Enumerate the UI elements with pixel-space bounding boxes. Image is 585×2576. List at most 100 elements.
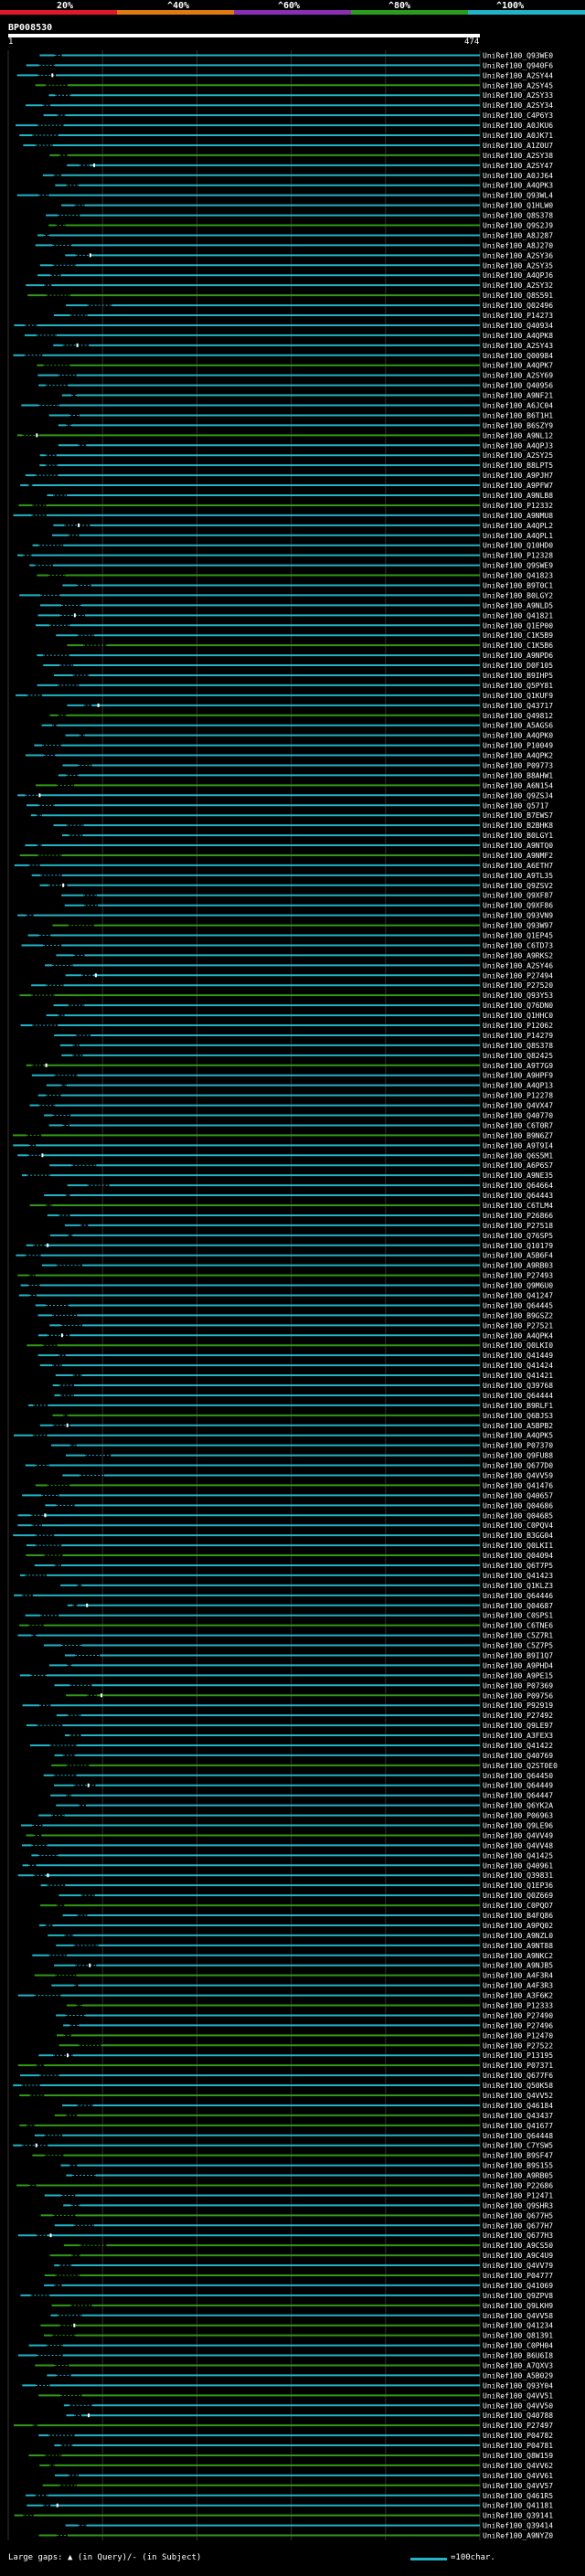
- hit-label: UniRef100_P27496: [483, 2021, 553, 2030]
- hit-label: UniRef100_A5BPB2: [483, 1422, 553, 1430]
- hit-label: UniRef100_Q677F6: [483, 2072, 553, 2080]
- hit-row: UniRef100_Q41425: [31, 1851, 553, 1860]
- hit-label: UniRef100_A9T7G9: [483, 1062, 553, 1070]
- hit-row: UniRef100_P22686: [16, 2181, 553, 2189]
- hit-label: UniRef100_B9RLF1: [483, 1402, 553, 1410]
- hit-label: UniRef100_Q40956: [483, 382, 553, 390]
- hit-label: UniRef100_A4QPL1: [483, 532, 553, 540]
- hit-row: UniRef100_B6T1H1: [48, 411, 553, 419]
- hit-label: UniRef100_P07370: [483, 1442, 553, 1450]
- hit-row: UniRef100_Q9S2J9: [48, 222, 553, 230]
- hit-row: UniRef100_A9T7G9: [26, 1062, 553, 1070]
- gap-marker: [78, 523, 80, 527]
- hit-row: UniRef100_P12328: [16, 552, 553, 560]
- hit-label: UniRef100_Q82425: [483, 1052, 553, 1060]
- gap-marker: [94, 973, 97, 978]
- legend-segment-purple: [234, 10, 351, 15]
- hit-label: UniRef100_Q4VV57: [483, 2482, 553, 2490]
- hit-label: UniRef100_A9NTQ0: [483, 842, 553, 850]
- hit-label: UniRef100_Q10HD0: [483, 542, 553, 550]
- hit-label: UniRef100_Q93VN9: [483, 912, 553, 920]
- hit-label: UniRef100_Q41422: [483, 1742, 553, 1750]
- hit-row: UniRef100_A9HPF9: [31, 1072, 553, 1080]
- hit-row: UniRef100_Q64448: [34, 2132, 553, 2140]
- query-sequence-bar: [8, 34, 480, 37]
- hit-label: UniRef100_A2SY47: [483, 162, 553, 170]
- hit-row: UniRef100_Q9SWE9: [29, 562, 553, 570]
- hit-label: UniRef100_A9T9I4: [483, 1141, 553, 1150]
- hit-row: UniRef100_Q82425: [61, 1052, 553, 1060]
- hit-row: UniRef100_Q41069: [44, 2282, 553, 2290]
- hit-label: UniRef100_Q6T7P5: [483, 1562, 553, 1570]
- hit-row: UniRef100_A9NZL0: [48, 1932, 553, 1940]
- legend-label-60: ^60%: [278, 1, 301, 11]
- hit-row: UniRef100_A9RB05: [66, 2172, 553, 2180]
- hit-row: UniRef100_A5B6F4: [16, 1252, 553, 1260]
- hit-row: UniRef100_D0F105: [43, 662, 553, 670]
- hit-label: UniRef100_Q4VV61: [483, 2472, 553, 2480]
- hit-label: UniRef100_Q39141: [483, 2512, 553, 2520]
- hit-label: UniRef100_Q1HLW0: [483, 202, 553, 210]
- hit-row: UniRef100_Q41476: [35, 1481, 553, 1489]
- hit-label: UniRef100_Q41247: [483, 1292, 553, 1300]
- hit-row: UniRef100_Q4VV62: [39, 2462, 553, 2470]
- hit-label: UniRef100_A6JC04: [483, 402, 553, 410]
- hit-row: UniRef100_A8J287: [37, 231, 553, 239]
- hit-row: UniRef100_Q04094: [26, 1552, 553, 1560]
- hit-row: UniRef100_Q40956: [38, 382, 553, 390]
- hit-label: UniRef100_B9I1Q7: [483, 1651, 553, 1659]
- hit-row: UniRef100_Q41181: [27, 2502, 553, 2510]
- hit-label: UniRef100_Q677H7: [483, 2221, 553, 2230]
- hit-row: UniRef100_Q76DN0: [53, 1002, 553, 1010]
- hit-label: UniRef100_Q39414: [483, 2522, 553, 2530]
- hit-label: UniRef100_Q4VV62: [483, 2462, 553, 2470]
- hit-row: UniRef100_Q4VV48: [22, 1841, 553, 1850]
- hit-label: UniRef100_Q0LKI1: [483, 1542, 553, 1550]
- gap-marker: [56, 2503, 58, 2507]
- hit-row: UniRef100_A9RB03: [41, 1262, 553, 1270]
- hit-row: UniRef100_B8AHW1: [58, 771, 553, 779]
- hit-label: UniRef100_B8AHW1: [483, 771, 553, 779]
- hit-row: UniRef100_Q43437: [54, 2112, 553, 2120]
- hit-label: UniRef100_Q4VV79: [483, 2262, 553, 2270]
- hit-row: UniRef100_Q1KLZ3: [60, 1582, 553, 1590]
- hit-label: UniRef100_P09773: [483, 761, 553, 769]
- hit-label: UniRef100_A9RKS2: [483, 951, 553, 959]
- hit-label: UniRef100_Q8S378: [483, 212, 553, 220]
- hit-row: UniRef100_Q04685: [17, 1511, 553, 1520]
- hit-row: UniRef100_P14279: [54, 1032, 553, 1040]
- hit-row: UniRef100_Q41424: [39, 1362, 553, 1370]
- hit-row: UniRef100_P07371: [17, 2062, 553, 2070]
- hit-label: UniRef100_A7QXV3: [483, 2361, 553, 2369]
- hit-label: UniRef100_Q00984: [483, 352, 553, 360]
- hit-label: UniRef100_P12328: [483, 552, 553, 560]
- hit-label: UniRef100_B7EWS7: [483, 811, 553, 820]
- hit-row: UniRef100_Q6BJS3: [52, 1412, 553, 1420]
- hit-row: UniRef100_B2BHK8: [53, 822, 553, 830]
- hit-label: UniRef100_C0PH04: [483, 2342, 553, 2350]
- hit-label: UniRef100_Q8S591: [483, 292, 553, 300]
- hit-label: UniRef100_Q39831: [483, 1871, 553, 1880]
- hit-label: UniRef100_Q1KLZ3: [483, 1582, 553, 1590]
- gap-marker: [66, 1423, 69, 1427]
- hit-row: UniRef100_A0JK71: [19, 132, 553, 140]
- hit-row: UniRef100_A9PFW7: [20, 482, 553, 490]
- hit-row: UniRef100_A3FEX3: [64, 1732, 553, 1740]
- hit-row: UniRef100_A4QPK7: [37, 362, 553, 370]
- hit-label: UniRef100_A3F6K2: [483, 1992, 553, 2000]
- hit-label: UniRef100_Q40769: [483, 1752, 553, 1760]
- hit-label: UniRef100_Q6YK2A: [483, 1802, 553, 1810]
- hit-row: UniRef100_A4QPK8: [24, 332, 553, 340]
- hit-label: UniRef100_A4QPK2: [483, 752, 553, 760]
- hit-label: UniRef100_A9PE15: [483, 1671, 553, 1680]
- hit-label: UniRef100_P12332: [483, 502, 553, 510]
- hit-label: UniRef100_A2SY45: [483, 81, 553, 90]
- hit-label: UniRef100_P27492: [483, 1712, 553, 1720]
- hit-row: UniRef100_Q677H3: [17, 2231, 553, 2240]
- hit-row: UniRef100_Q9XF87: [61, 892, 553, 900]
- hit-label: UniRef100_P22686: [483, 2181, 553, 2189]
- hit-label: UniRef100_A2SY32: [483, 281, 553, 290]
- hit-row: UniRef100_A5B029: [47, 2371, 553, 2380]
- hit-label: UniRef100_P10049: [483, 742, 553, 750]
- hit-row: UniRef100_Q40770: [44, 1112, 553, 1120]
